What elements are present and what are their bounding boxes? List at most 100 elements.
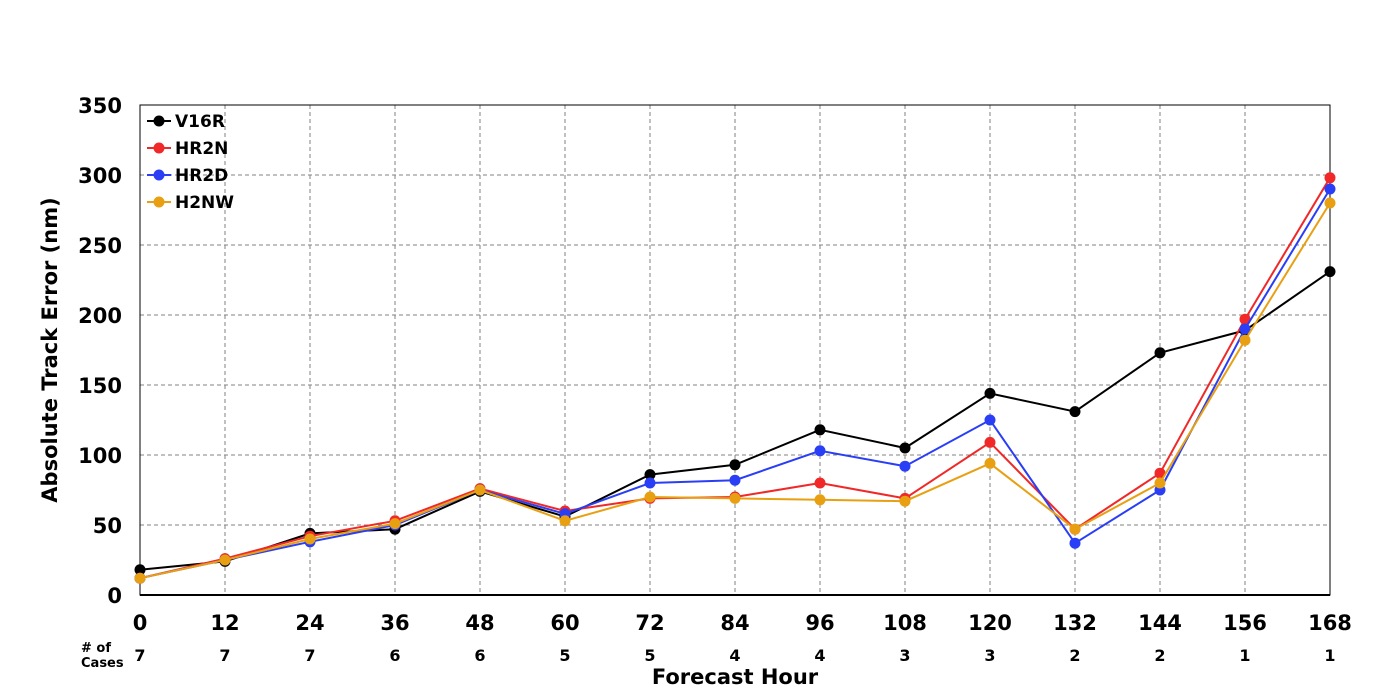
cases-title: # of Cases	[81, 641, 124, 671]
data-point	[1239, 334, 1251, 346]
data-point	[984, 387, 996, 399]
x-tick-label: 132	[1053, 611, 1097, 635]
data-point	[1069, 523, 1081, 535]
y-tick-labels: 0 50 100 150 200 250 300 350	[78, 94, 122, 608]
data-point	[474, 484, 486, 496]
cases-count: 7	[134, 646, 145, 665]
series-hr2d	[134, 183, 1336, 584]
legend-item-h2nw: H2NW	[147, 193, 234, 213]
series-h2nw	[134, 197, 1336, 584]
legend-item-hr2n: HR2N	[147, 139, 228, 159]
cases-row: 7 7 7 6 6 5 5 4 4 3 3 2 2 1 1	[134, 646, 1335, 665]
data-point	[1154, 467, 1166, 479]
grid-lines	[140, 105, 1330, 596]
data-point	[1239, 323, 1251, 335]
legend-swatch-marker	[153, 196, 165, 208]
y-tick-label: 300	[78, 164, 122, 188]
data-point	[729, 492, 741, 504]
data-point	[389, 518, 401, 530]
data-point	[899, 495, 911, 507]
cases-count: 2	[1154, 646, 1165, 665]
x-tick-label: 156	[1223, 611, 1267, 635]
legend-swatch-marker	[153, 169, 165, 181]
plot-frame	[139, 104, 1331, 596]
series-layer	[134, 172, 1336, 584]
data-point	[304, 533, 316, 545]
cases-count: 5	[644, 646, 655, 665]
cases-count: 3	[984, 646, 995, 665]
legend: V16R HR2N HR2D H2NW	[147, 112, 234, 213]
cases-count: 4	[729, 646, 740, 665]
data-point	[1324, 197, 1336, 209]
data-point	[1324, 183, 1336, 195]
x-tick-label: 96	[805, 611, 834, 635]
y-tick-label: 200	[78, 304, 122, 328]
data-point	[644, 491, 656, 503]
x-tick-label: 12	[210, 611, 239, 635]
data-point	[814, 445, 826, 457]
data-point	[814, 424, 826, 436]
x-tick-label: 0	[133, 611, 148, 635]
cases-count: 2	[1069, 646, 1080, 665]
legend-label: HR2D	[175, 166, 228, 186]
y-tick-label: 0	[107, 584, 122, 608]
legend-label: V16R	[175, 112, 225, 132]
data-point	[134, 572, 146, 584]
legend-swatch-marker	[153, 115, 165, 127]
x-tick-labels: 0 12 24 36 48 60 72 84 96 108 120 132 144 156 168	[133, 611, 1352, 635]
cases-count: 6	[389, 646, 400, 665]
x-tick-label: 48	[465, 611, 494, 635]
x-tick-label: 72	[635, 611, 664, 635]
data-point	[1154, 347, 1166, 359]
data-point	[729, 459, 741, 471]
data-point	[814, 477, 826, 489]
data-point	[729, 474, 741, 486]
x-tick-label: 60	[550, 611, 579, 635]
x-tick-label: 24	[295, 611, 324, 635]
data-point	[644, 469, 656, 481]
data-point	[984, 457, 996, 469]
cases-count: 7	[304, 646, 315, 665]
x-tick-label: 120	[968, 611, 1012, 635]
data-point	[1324, 266, 1336, 278]
data-point	[1324, 172, 1336, 184]
data-point	[899, 442, 911, 454]
cases-count: 1	[1239, 646, 1250, 665]
legend-label: H2NW	[175, 193, 234, 213]
data-point	[1239, 313, 1251, 325]
legend-swatch-marker	[153, 142, 165, 154]
y-tick-label: 250	[78, 234, 122, 258]
y-axis-title: Absolute Track Error (nm)	[38, 197, 62, 502]
data-point	[644, 477, 656, 489]
legend-item-v16r: V16R	[147, 112, 225, 132]
x-tick-label: 36	[380, 611, 409, 635]
x-tick-label: 168	[1308, 611, 1352, 635]
x-tick-label: 108	[883, 611, 927, 635]
x-tick-label: 84	[720, 611, 749, 635]
data-point	[984, 436, 996, 448]
y-tick-label: 100	[78, 444, 122, 468]
cases-count: 6	[474, 646, 485, 665]
x-tick-label: 144	[1138, 611, 1182, 635]
legend-item-hr2d: HR2D	[147, 166, 228, 186]
x-axis-title: Forecast Hour	[652, 665, 819, 689]
data-point	[984, 414, 996, 426]
y-tick-label: 150	[78, 374, 122, 398]
y-tick-label: 50	[93, 514, 122, 538]
data-point	[899, 460, 911, 472]
cases-count: 1	[1324, 646, 1335, 665]
y-tick-label: 350	[78, 94, 122, 118]
cases-count: 5	[559, 646, 570, 665]
data-point	[1069, 537, 1081, 549]
data-point	[219, 554, 231, 566]
cases-count: 3	[899, 646, 910, 665]
cases-count: 7	[219, 646, 230, 665]
data-point	[1069, 406, 1081, 418]
data-point	[814, 494, 826, 506]
data-point	[134, 564, 146, 576]
data-point	[1154, 477, 1166, 489]
legend-label: HR2N	[175, 139, 228, 159]
cases-count: 4	[814, 646, 825, 665]
data-point	[559, 515, 571, 527]
